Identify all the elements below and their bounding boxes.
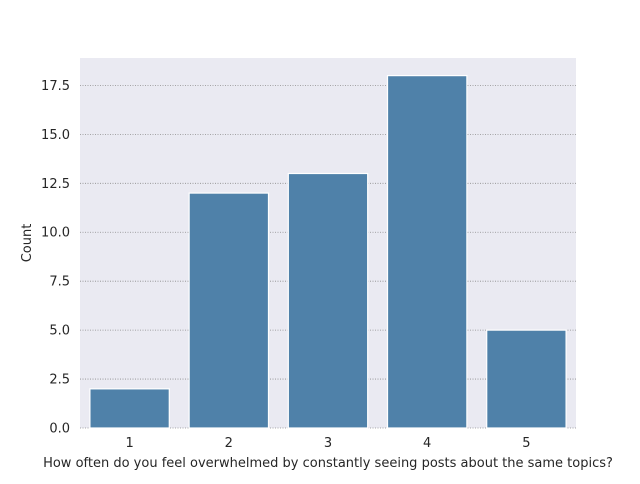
y-tick-label: 2.5 <box>49 373 70 388</box>
y-tick-label: 0.0 <box>49 422 70 437</box>
y-tick-label: 12.5 <box>41 177 70 192</box>
x-tick-label: 1 <box>125 436 133 451</box>
x-tick-label: 5 <box>522 436 530 451</box>
y-tick-label: 17.5 <box>41 79 70 94</box>
y-tick-label: 15.0 <box>41 128 70 143</box>
bars <box>89 75 567 429</box>
y-tick-label: 10.0 <box>41 226 70 241</box>
bar-2 <box>188 192 270 429</box>
bar-4 <box>386 75 468 429</box>
x-tick-label: 2 <box>225 436 233 451</box>
y-axis-ticks: 0.0 2.5 5.0 7.5 10.0 12.5 15.0 17.5 <box>41 79 70 437</box>
bar-3 <box>287 172 369 429</box>
y-axis-label: Count <box>20 224 35 263</box>
x-tick-label: 3 <box>324 436 332 451</box>
bar-5 <box>486 329 567 429</box>
x-axis-label: How often do you feel overwhelmed by con… <box>43 456 613 471</box>
bar-1 <box>89 388 170 429</box>
x-axis-ticks: 1 2 3 4 5 <box>125 436 530 451</box>
y-tick-label: 5.0 <box>49 324 70 339</box>
x-tick-label: 4 <box>423 436 431 451</box>
y-tick-label: 7.5 <box>49 275 70 290</box>
